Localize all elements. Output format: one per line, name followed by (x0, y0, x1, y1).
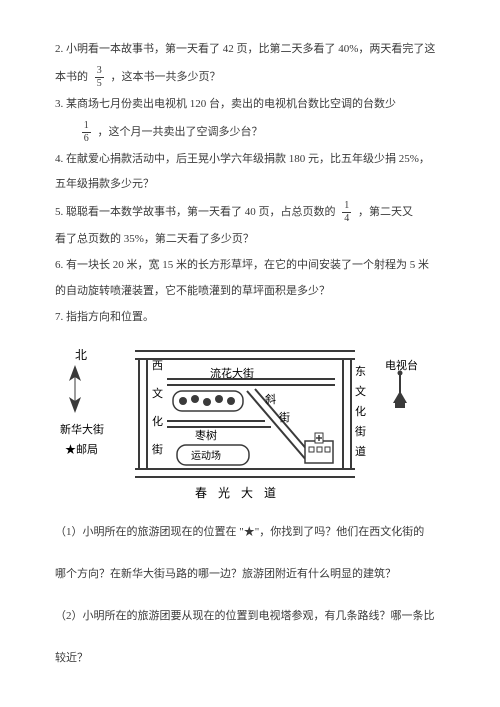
post-label: ★邮局 (65, 443, 98, 456)
zaoshu-label: 枣树 (195, 428, 217, 442)
jie2-label: 街 (355, 424, 366, 438)
denominator: 4 (342, 213, 351, 224)
liuhua-label: 流花大街 (210, 366, 254, 380)
q5-line1: 5. 聪聪看一本数学故事书，第一天看了 40 页，占总页数的 1 4 ，第二天又 (55, 201, 445, 224)
hua2-label: 化 (355, 404, 366, 418)
fraction-3-5: 3 5 (95, 66, 104, 89)
numerator: 1 (342, 201, 351, 213)
fraction-1-4: 1 4 (342, 201, 351, 224)
q7: 7. 指指方向和位置。 (55, 308, 445, 328)
q4-line2: 五年级捐款多少元？ (55, 175, 445, 195)
q2-line2: 本书的 3 5 ，这本书一共多少页？ (55, 66, 445, 89)
q2-post: ，这本书一共多少页？ (111, 71, 221, 83)
q4-line1: 4. 在献爱心捐款活动中，后王晃小学六年级捐款 180 元，比五年级少捐 25%… (55, 150, 445, 170)
fraction-1-6: 1 6 (82, 121, 91, 144)
map-container: 北 新华大街 ★邮局 西 文 化 街 流花大街 (55, 341, 445, 501)
page: 2. 小明看一本故事书，第一天看了 42 页，比第二天多看了 40%，两天看完了… (0, 0, 500, 695)
numerator: 3 (95, 66, 104, 78)
hua-label: 化 (152, 414, 163, 428)
map-svg: 北 新华大街 ★邮局 西 文 化 街 流花大街 (55, 341, 435, 501)
sub2-line1: （2）小明所在的旅游团要从现在的位置到电视塔参观，有几条路线？哪一条比 (55, 607, 445, 627)
denominator: 5 (95, 78, 104, 89)
xi-label: 西 (152, 360, 163, 372)
q5-pre: 5. 聪聪看一本数学故事书，第一天看了 40 页，占总页数的 (55, 206, 336, 218)
wen2-label: 文 (355, 384, 366, 398)
q2-pre: 本书的 (55, 71, 88, 83)
sport-label: 运动场 (191, 449, 221, 462)
sub1-line1: （1）小明所在的旅游团现在的位置在 "★"，你找到了吗？他们在西文化街的 (55, 523, 445, 543)
q6-line1: 6. 有一块长 20 米，宽 15 米的长方形草坪，在它的中间安装了一个射程为 … (55, 256, 445, 276)
xinhua-label: 新华大街 (60, 422, 104, 436)
q2-line1: 2. 小明看一本故事书，第一天看了 42 页，比第二天多看了 40%，两天看完了… (55, 40, 445, 60)
q5-post: ，第二天又 (358, 206, 413, 218)
tvtower-label: 电视台 (385, 358, 418, 372)
q6-line2: 的自动旋转喷灌装置，它不能喷灌到的草坪面积是多少？ (55, 282, 445, 302)
sub1-line2: 哪个方向？在新华大街马路的哪一边？旅游团附近有什么明显的建筑？ (55, 565, 445, 585)
q3-line1: 3. 某商场七月份卖出电视机 120 台，卖出的电视机台数比空调的台数少 (55, 95, 445, 115)
dong-label: 东 (355, 365, 366, 378)
north-label: 北 (75, 348, 87, 362)
jie-label: 街 (152, 442, 163, 456)
denominator: 6 (82, 133, 91, 144)
chunguang-label: 春 光 大 道 (195, 486, 280, 500)
q3-post: ，这个月一共卖出了空调多少台？ (98, 126, 263, 138)
q3-line2: 1 6 ，这个月一共卖出了空调多少台？ (55, 121, 445, 144)
numerator: 1 (82, 121, 91, 133)
xie-label: 斜 (265, 393, 276, 406)
xiejie-label: 街 (279, 410, 290, 424)
sub2-line2: 较近？ (55, 649, 445, 669)
dao-label: 道 (355, 444, 366, 458)
wen-label: 文 (152, 386, 163, 400)
q5-line2: 看了总页数的 35%，第二天看了多少页？ (55, 230, 445, 250)
